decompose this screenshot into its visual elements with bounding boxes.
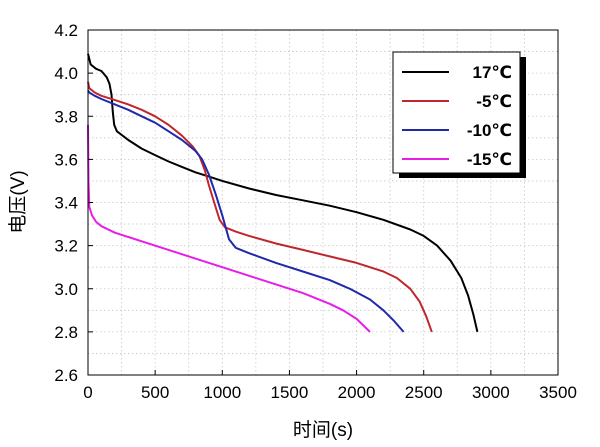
x-axis-ticks: 0 500 1000 1500 2000 2500 3000 3500 (83, 370, 577, 402)
legend-label: -5℃ (476, 92, 512, 111)
y-tick-label: 3.8 (54, 107, 78, 126)
y-axis-ticks: 2.6 2.8 3.0 3.2 3.4 3.6 3.8 4.0 4.2 (54, 21, 93, 385)
x-tick-label: 1500 (271, 383, 309, 402)
y-tick-label: 3.0 (54, 280, 78, 299)
x-tick-label: 500 (141, 383, 169, 402)
legend-label: 17℃ (473, 63, 513, 82)
x-axis-title: 时间(s) (293, 419, 353, 441)
x-tick-label: 2500 (405, 383, 443, 402)
series-line (87, 124, 371, 333)
series-line (87, 81, 433, 333)
x-tick-label: 2000 (338, 383, 376, 402)
y-axis-title: 电压(V) (7, 170, 29, 233)
y-tick-label: 3.6 (54, 150, 78, 169)
legend-label: -15℃ (467, 150, 512, 169)
y-tick-label: 3.2 (54, 237, 78, 256)
legend: 17℃ -5℃ -10℃ -15℃ (392, 51, 526, 178)
y-tick-label: 4.0 (54, 64, 78, 83)
y-tick-label: 3.4 (54, 194, 78, 213)
x-tick-label: 3500 (539, 383, 577, 402)
series-line (87, 89, 405, 333)
legend-label: -10℃ (467, 121, 512, 140)
y-tick-label: 4.2 (54, 21, 78, 40)
x-tick-label: 0 (83, 383, 92, 402)
x-tick-label: 3000 (472, 383, 510, 402)
y-tick-label: 2.8 (54, 323, 78, 342)
y-tick-label: 2.6 (54, 366, 78, 385)
series-lines (87, 53, 479, 333)
series-line (87, 53, 479, 333)
x-tick-label: 1000 (203, 383, 241, 402)
